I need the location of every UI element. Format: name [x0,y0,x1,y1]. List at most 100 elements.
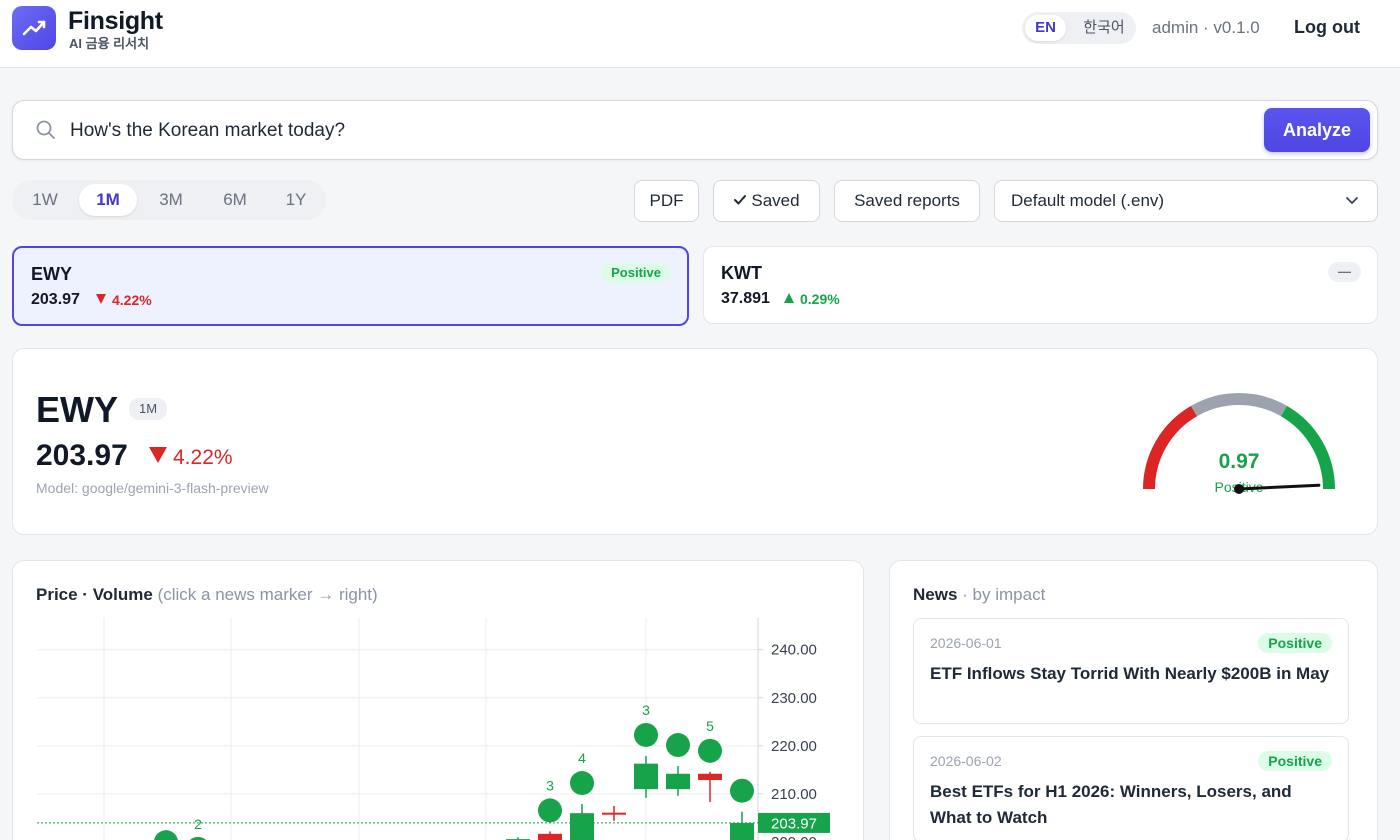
period-tab[interactable]: 1M [79,184,137,216]
summary-card: EWY 1M 203.97 4.22% Model: google/gemini… [12,348,1378,535]
news-title: News [913,585,958,604]
period-tab[interactable]: 1W [32,190,58,209]
model-select-value: Default model (.env) [1011,191,1165,210]
logo-icon [22,20,46,36]
brand: Finsight [68,7,163,35]
y-tick-label: 200.00 [771,834,817,840]
summary-change: 4.22% [149,446,233,470]
news-date: 2026-06-02 [930,753,1002,769]
sentiment-badge: — [1328,262,1361,282]
ticker-card[interactable]: EWY Positive 203.97 4.22% [12,246,689,326]
news-marker[interactable] [698,738,722,763]
user-info: admin · v0.1.0 [1152,18,1260,37]
model-info: Model: google/gemini-3-flash-preview [36,480,269,496]
check-icon [734,195,747,205]
sentiment-gauge: 0.97 Positive [1143,393,1335,495]
chart-heading: Price · Volume (click a news marker → ri… [36,585,378,605]
period-tab[interactable]: 6M [223,190,247,209]
period-tab[interactable]: 1Y [285,190,307,209]
gauge-needle [1237,483,1321,491]
last-price-label: 203.97 [771,815,817,832]
period-tabs: 1W 1M 3M 6M 1Y [12,180,326,220]
candle-body [666,773,690,790]
change-value: 4.22% [173,446,233,469]
direction-arrow [149,447,167,463]
gauge-band [1143,405,1198,490]
language-toggle: EN 한국어 [1022,12,1136,44]
news-subtitle: · by impact [962,585,1046,604]
candle-body [698,773,722,780]
period-badge: 1M [129,398,168,420]
chart-title: Price · Volume [36,585,153,604]
news-marker-count: 4 [578,750,586,766]
logout-button[interactable]: Log out [1294,17,1360,37]
candle-body [538,833,562,840]
y-tick-label: 220.00 [771,738,817,755]
news-marker[interactable] [538,798,562,823]
news-headline: Best ETFs for H1 2026: Winners, Losers, … [930,782,1292,827]
search-icon [36,120,55,139]
logo[interactable] [12,6,56,50]
ticker-price: 37.891 [721,290,770,307]
ticker-change: 4.22% [96,292,152,308]
search-input[interactable]: How's the Korean market today? [70,120,346,141]
saved-reports-button[interactable]: Saved reports [834,180,980,222]
model-select[interactable]: Default model (.env) [994,180,1378,222]
news-heading: News · by impact [913,585,1045,605]
candle-body [570,813,594,840]
period-tab[interactable]: 3M [159,190,183,209]
pdf-button[interactable]: PDF [634,180,699,222]
y-tick-label: 210.00 [771,786,817,803]
news-marker[interactable] [154,830,178,840]
chart-card: Price · Volume (click a news marker → ri… [12,560,864,840]
ticker-price: 203.97 [31,291,80,308]
news-sentiment: Positive [1258,751,1332,771]
news-marker[interactable] [186,836,210,840]
summary-symbol: EWY [36,389,119,430]
ticker-change: 0.29% [784,291,840,307]
news-marker-count: 3 [642,702,650,718]
saved-button[interactable]: Saved [713,180,820,222]
summary-price: 203.97 [36,439,128,472]
news-item[interactable]: 2026-06-02 Positive Best ETFs for H1 202… [913,736,1349,840]
news-headline: ETF Inflows Stay Torrid With Nearly $200… [930,664,1330,683]
news-marker[interactable] [634,722,658,747]
gauge-band [1280,405,1335,490]
gauge-value: 0.97 [1219,450,1260,473]
news-date: 2026-06-01 [930,635,1002,651]
news-card: News · by impact 2026-06-01 Positive ETF… [889,560,1378,840]
news-marker[interactable] [666,733,690,758]
candle-body [730,822,754,840]
news-marker-count: 5 [706,718,714,734]
ticker-symbol: KWT [721,263,762,283]
candle-body [634,763,658,790]
direction-arrow [784,293,794,303]
news-marker-count: 3 [546,777,554,793]
gauge-hub [1234,484,1244,494]
news-marker[interactable] [570,771,594,796]
news-item[interactable]: 2026-06-01 Positive ETF Inflows Stay Tor… [913,618,1349,724]
search-bar: How's the Korean market today? Analyze [12,100,1378,160]
direction-arrow [96,294,106,304]
analyze-button[interactable]: Analyze [1264,108,1370,152]
language-option[interactable]: EN [1025,15,1066,41]
chart-subtitle: (click a news marker → right) [157,585,378,604]
tagline: AI 금융 리서치 [69,36,150,51]
y-tick-label: 240.00 [771,642,817,659]
change-value: 0.29% [800,291,840,307]
ticker-symbol: EWY [31,264,73,284]
last-price-box [758,812,830,833]
chevron-icon [1346,197,1358,204]
price-chart: 200.00 210.00 220.00 230.00 240.00 203.97 2 3 4 3… [37,618,830,840]
y-tick-label: 230.00 [771,690,817,707]
candle-body [602,812,626,815]
saved-label: Saved [751,191,800,210]
sentiment-badge: Positive [601,263,671,283]
news-marker[interactable] [730,778,754,803]
language-option[interactable]: 한국어 [1083,19,1125,36]
news-sentiment: Positive [1258,633,1332,653]
change-value: 4.22% [112,292,152,308]
ticker-card[interactable]: KWT — 37.891 0.29% [703,246,1378,324]
